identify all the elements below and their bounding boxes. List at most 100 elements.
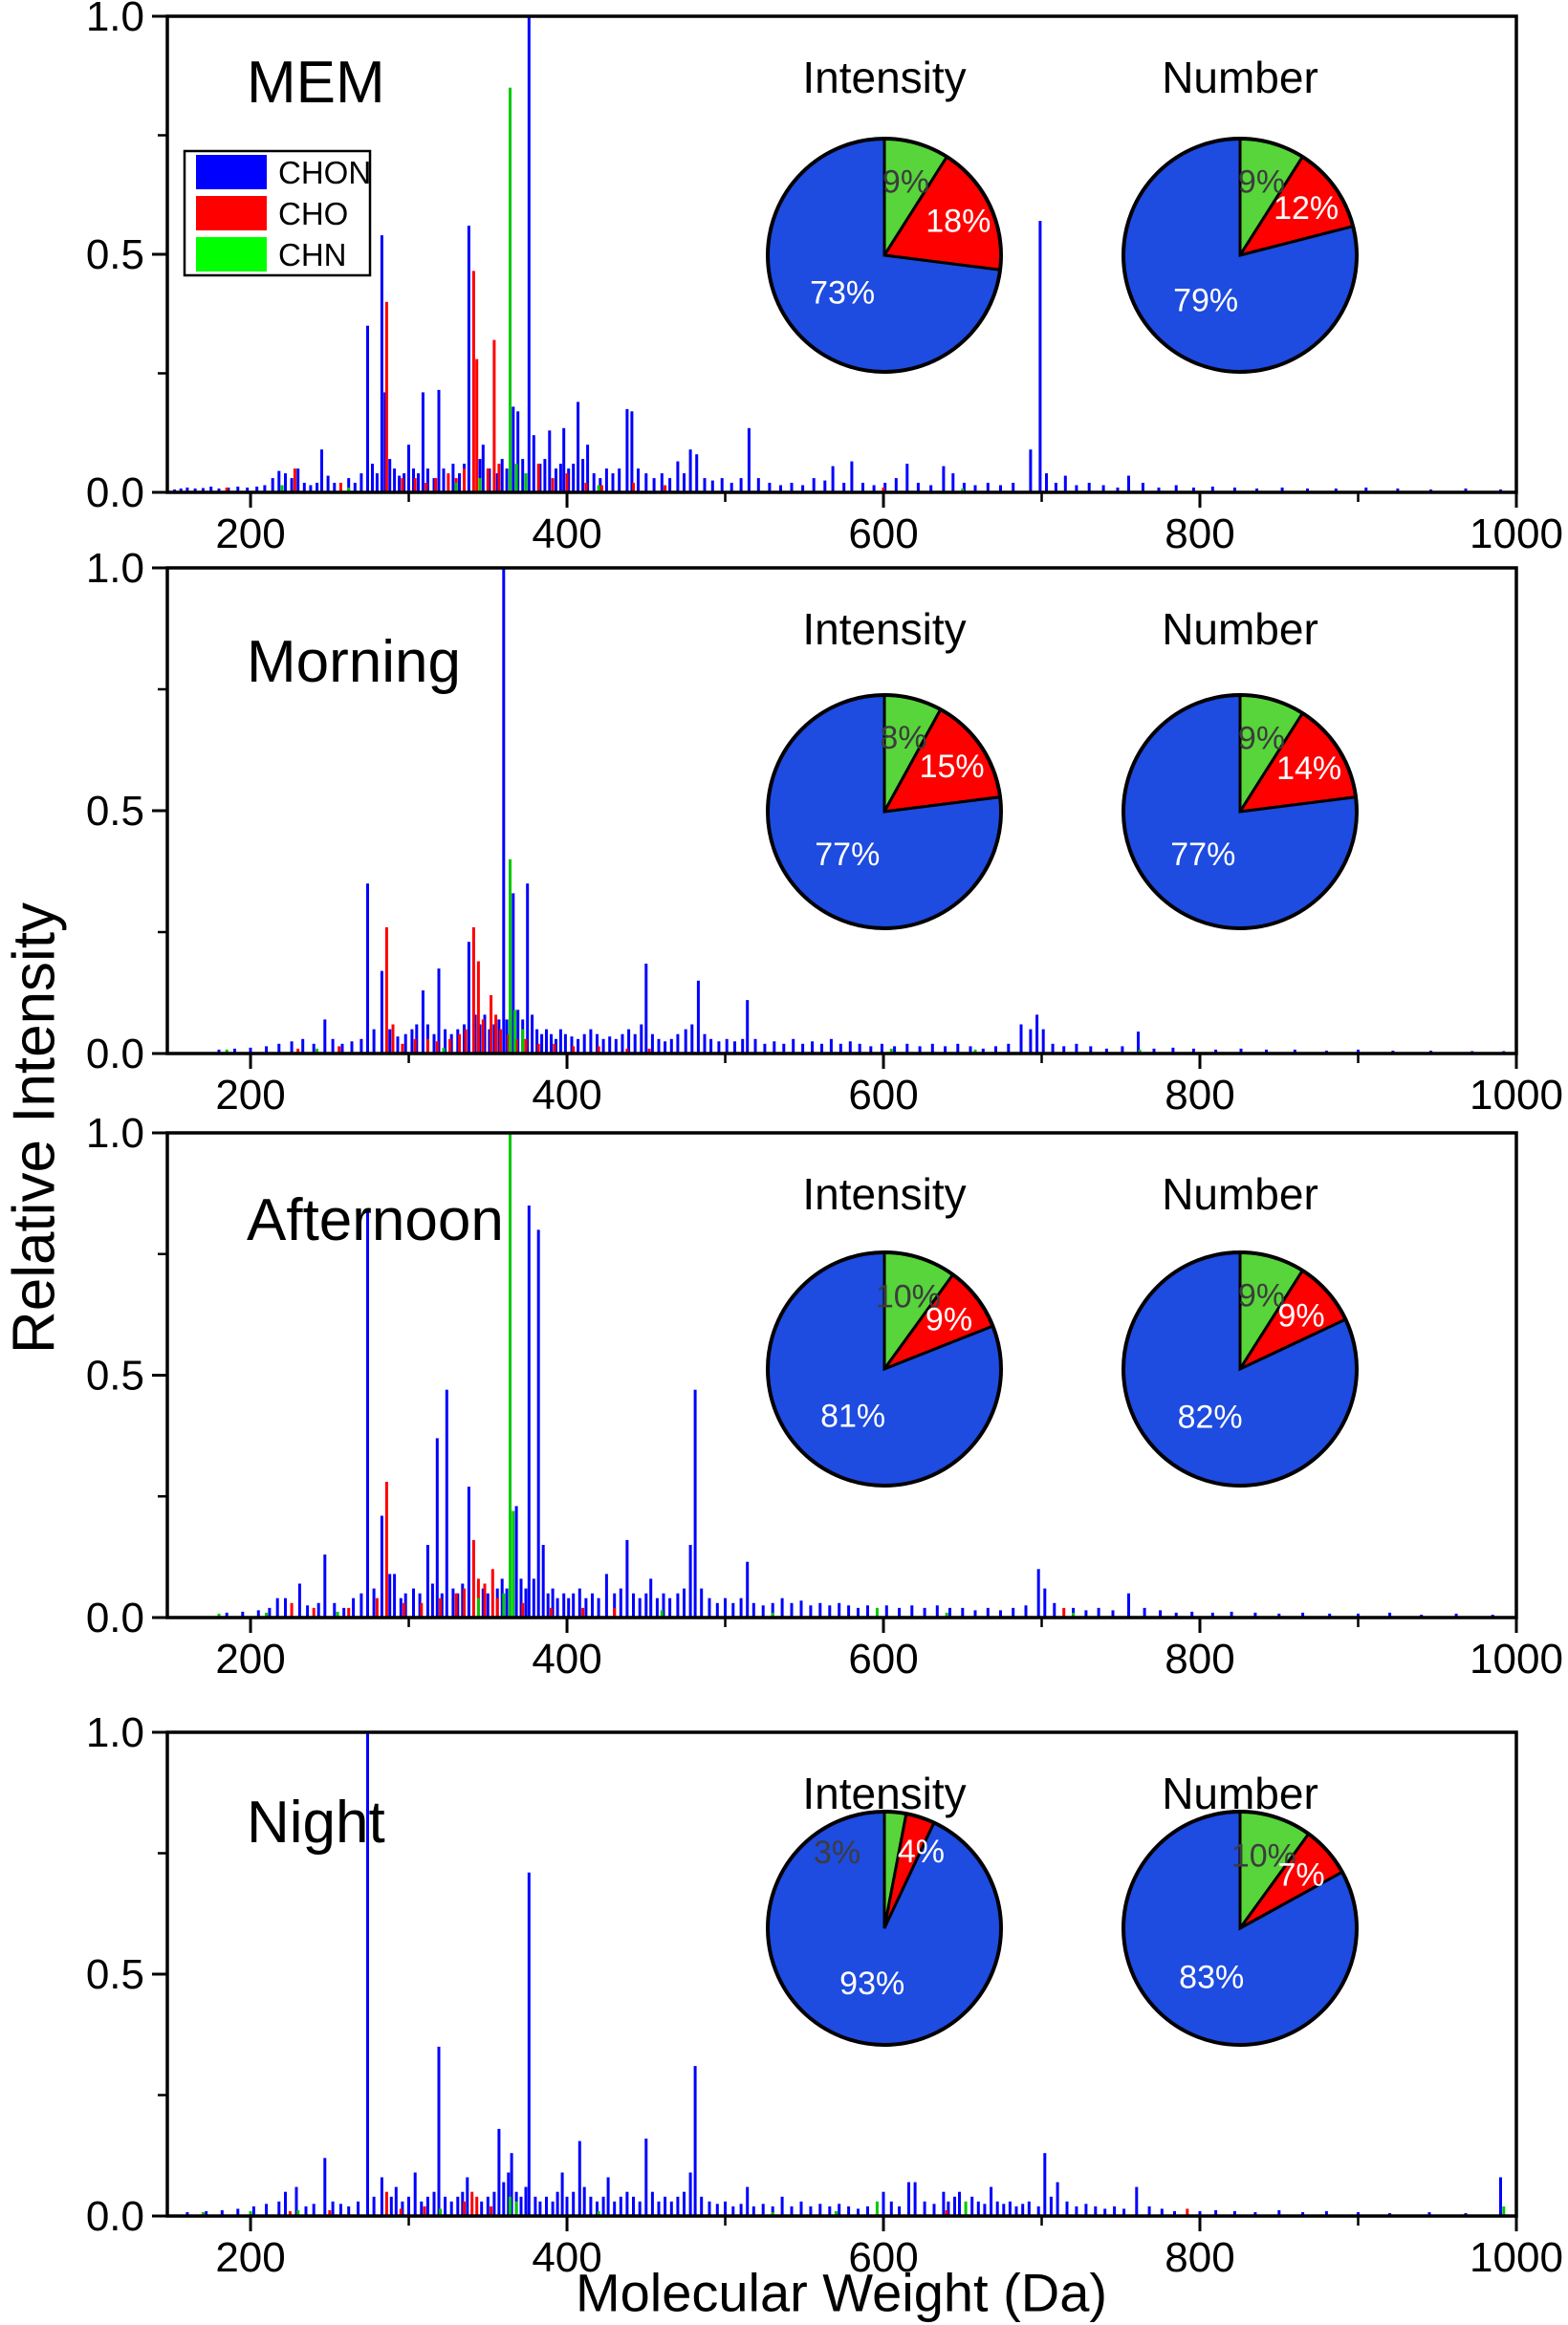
spectrum-bar-cho: [225, 488, 229, 492]
spectrum-bar-chon: [930, 1043, 934, 1054]
spectrum-bar-chon: [263, 485, 267, 492]
spectrum-bar-chon: [1171, 1047, 1175, 1054]
x-tick-label: 400: [532, 511, 601, 557]
pie-percent-label-chn: 10%: [876, 1278, 941, 1315]
spectrum-bar-chon: [1499, 2177, 1502, 2216]
spectrum-bar-chon: [1027, 2201, 1031, 2216]
pie-title-number: Number: [1162, 1169, 1318, 1219]
spectrum-bar-cho: [463, 1588, 466, 1618]
spectrum-bar-chon: [425, 468, 429, 492]
spectrum-bar-cho: [391, 1024, 395, 1054]
spectrum-bar-chon: [1160, 2208, 1164, 2216]
spectrum-bar-chon: [913, 2182, 917, 2216]
y-tick-label: 0.5: [86, 788, 144, 835]
spectrum-bar-chon: [352, 1597, 356, 1618]
spectrum-bar-chon: [451, 464, 455, 492]
spectrum-bar-chon: [790, 483, 794, 492]
spectrum-bar-chon: [410, 1029, 414, 1054]
spectrum-bar-cho: [481, 1019, 485, 1054]
spectrum-bar-chon: [562, 1593, 566, 1618]
spectrum-bar-chon: [638, 2201, 642, 2216]
spectrum-bar-chon: [700, 1588, 704, 1618]
spectrum-bar-chon: [407, 445, 410, 492]
spectrum-bar-chon: [801, 485, 805, 492]
spectrum-bar-chon: [625, 1539, 629, 1618]
spectrum-bar-chon: [882, 2191, 885, 2216]
spectrum-bar-chon: [581, 459, 585, 492]
spectrum-bar-chon: [562, 427, 566, 492]
y-tick-label: 0.5: [86, 231, 144, 278]
spectrum-bar-chon: [724, 2201, 727, 2216]
spectrum-bar-chon: [492, 1024, 496, 1054]
spectrum-bar-chon: [225, 1612, 229, 1618]
spectrum-bar-chon: [604, 468, 608, 492]
spectrum-bar-chn: [512, 1510, 515, 1618]
spectrum-bar-chon: [889, 2201, 893, 2216]
spectrum-bar-chon: [366, 1732, 369, 2216]
y-tick-label: 0.0: [86, 469, 144, 516]
spectrum-bar-chon: [516, 1010, 520, 1054]
spectrum-bar-chon: [268, 1607, 272, 1618]
spectrum-bar-chon: [366, 1210, 369, 1618]
spectrum-bar-chon: [516, 411, 520, 492]
spectrum-bar-chon: [1043, 1588, 1047, 1618]
spectrum-bar-chon: [1127, 1593, 1130, 1618]
spectrum-bar-chon: [768, 483, 772, 492]
spectrum-bar-cho: [420, 1602, 424, 1618]
spectrum-bar-chn: [476, 1597, 480, 1618]
spectrum-bar-chon: [1043, 2153, 1047, 2216]
spectrum-bar-chon: [801, 1043, 805, 1054]
spectrum-bar-chon: [1012, 483, 1015, 492]
spectrum-bar-chon: [251, 2205, 255, 2216]
spectrum-bar-cho: [471, 1539, 475, 1618]
y-tick-label: 0.5: [86, 1951, 144, 1998]
spectrum-bar-chon: [929, 485, 933, 492]
spectrum-bar-chon: [644, 2139, 648, 2216]
spectrum-bar-chon: [676, 461, 680, 492]
spectrum-bar-chon: [541, 1545, 545, 1618]
spectrum-bar-chon: [302, 483, 306, 492]
spectrum-bar-chon: [1191, 1048, 1195, 1054]
panel-title: Night: [247, 1790, 385, 1856]
spectrum-bar-chon: [690, 1024, 694, 1054]
spectrum-bar-chon: [970, 2196, 974, 2216]
spectrum-bar-chon: [209, 487, 213, 492]
spectrum-bar-chon: [534, 2196, 537, 2216]
spectrum-bar-chon: [1021, 2204, 1025, 2216]
spectrum-bar-chon: [763, 1043, 767, 1054]
spectrum-bar-chon: [558, 1029, 562, 1054]
spectrum-bar-cho: [288, 2210, 292, 2216]
spectrum-bar-chn: [660, 1610, 664, 1618]
spectrum-bar-chon: [461, 1583, 465, 1618]
spectrum-bar-chon: [417, 473, 420, 492]
spectrum-bar-chn: [296, 2209, 300, 2216]
spectrum-bar-chon: [236, 487, 240, 492]
x-tick-label: 800: [1165, 2234, 1234, 2281]
spectrum-bar-chon: [548, 430, 552, 492]
pie-outline: [766, 1810, 1003, 2047]
spectrum-bar-chn: [316, 1048, 319, 1054]
spectrum-bar-chon: [403, 1033, 407, 1054]
spectrum-bar-chon: [799, 1600, 803, 1618]
spectrum-bar-chon: [847, 2205, 851, 2216]
spectrum-bar-chon: [638, 1597, 642, 1618]
spectrum-bar-chon: [604, 1574, 608, 1618]
spectrum-bar-chon: [577, 402, 580, 492]
spectrum-bar-chon: [828, 2205, 832, 2216]
spectrum-bar-chon: [512, 406, 515, 492]
spectrum-bar-cho: [448, 1038, 452, 1054]
spectrum-bar-chon: [483, 1014, 487, 1054]
spectrum-bar-chon: [389, 2196, 393, 2216]
spectrum-bar-chon: [497, 2128, 501, 2216]
spectrum-bar-chon: [444, 1029, 447, 1054]
spectrum-bar-chon: [380, 1515, 383, 1618]
spectrum-bar-chon: [353, 483, 357, 492]
spectrum-bar-chn: [889, 1048, 893, 1054]
spectrum-bar-chon: [599, 478, 602, 492]
spectrum-bar-chon: [818, 2204, 822, 2216]
legend-swatch-cho: [196, 196, 267, 230]
spectrum-bar-chon: [1116, 488, 1120, 492]
pie-percent-label-chon: 82%: [1178, 1399, 1243, 1435]
